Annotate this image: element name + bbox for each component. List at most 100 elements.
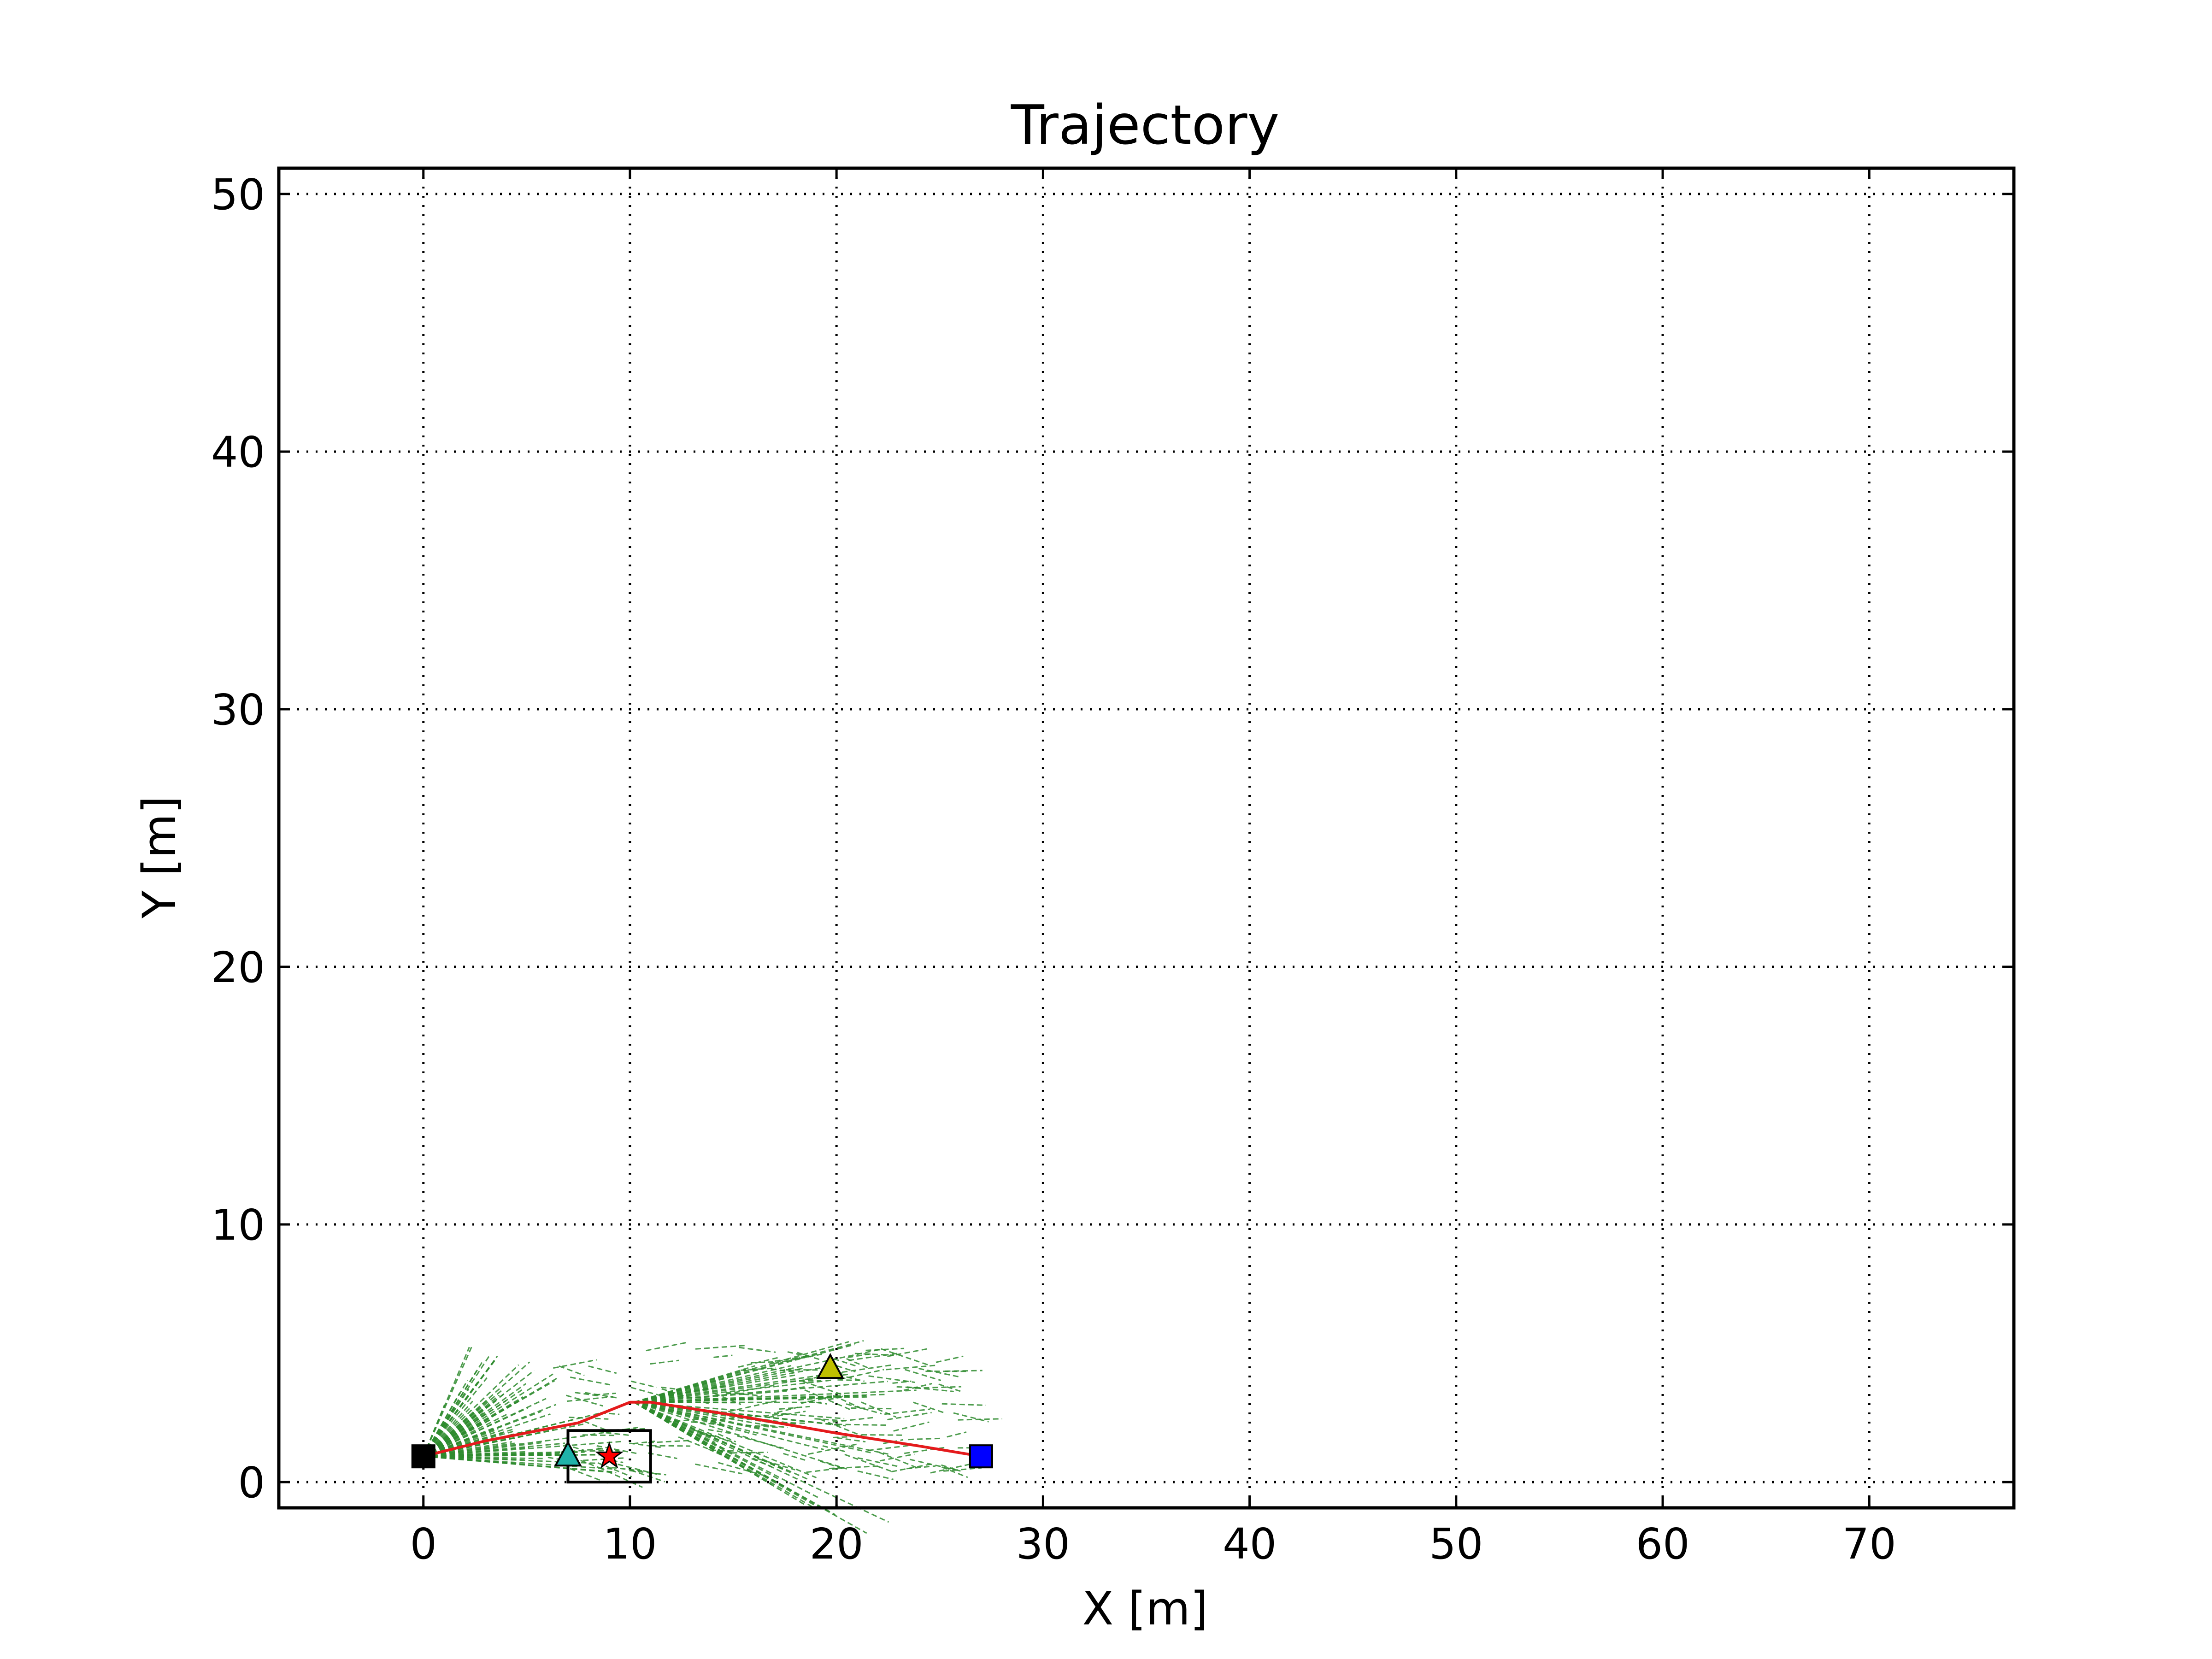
particle-segment (736, 1435, 784, 1449)
particle-ray (423, 1413, 508, 1457)
particle-ray (634, 1379, 832, 1403)
particle-segment (892, 1380, 912, 1384)
particle-ray (634, 1401, 847, 1470)
particle-segment (566, 1396, 613, 1402)
particle-ray (423, 1441, 512, 1457)
particle-segment (732, 1451, 768, 1454)
particle-segment (650, 1359, 680, 1365)
particle-segment (599, 1467, 643, 1488)
particle-ray (634, 1367, 806, 1403)
particle-segment (648, 1440, 692, 1444)
particle-ray (423, 1455, 525, 1461)
particle-segment (865, 1347, 905, 1351)
y-tick-label: 50 (211, 170, 265, 219)
particle-ray (634, 1381, 888, 1403)
particle-ray (634, 1366, 826, 1403)
y-axis-label: Y [m] (133, 796, 186, 919)
particle-ray (423, 1455, 614, 1470)
particle-ray (423, 1454, 618, 1457)
particle-ray (634, 1390, 787, 1403)
particle-segment (559, 1365, 585, 1377)
particle-segment (868, 1445, 909, 1451)
particle-ray (634, 1401, 757, 1436)
plot-frame (277, 166, 2016, 1510)
particle-segment (779, 1406, 810, 1410)
particle-segment (629, 1470, 666, 1476)
particle-segment (915, 1386, 962, 1389)
particle-segment (913, 1401, 945, 1414)
particle-segment (887, 1412, 932, 1421)
particle-segment (806, 1467, 844, 1473)
particle-ray (634, 1401, 809, 1481)
x-axis-label: X [m] (1082, 1583, 1208, 1635)
particle-segment (840, 1369, 884, 1380)
series-lines (423, 1400, 982, 1458)
y-tick-label: 0 (238, 1458, 265, 1507)
particle-ray (423, 1370, 477, 1457)
particle-segment (868, 1375, 915, 1383)
particle-segment (777, 1406, 798, 1413)
particle-segment (597, 1462, 632, 1477)
particle-segment (618, 1464, 657, 1475)
particle-ray (423, 1451, 585, 1457)
chart-title: Trajectory (1011, 93, 1280, 157)
particle-segment (947, 1431, 967, 1438)
particle-segment (893, 1421, 930, 1432)
particle-segment (783, 1453, 806, 1461)
particle-ray (423, 1364, 519, 1457)
x-tick-label: 50 (1429, 1519, 1483, 1569)
particle-segment (746, 1412, 789, 1418)
particle-segment (738, 1357, 778, 1368)
particle-segment (741, 1367, 777, 1371)
axis-ticks: 0 10 20 30 40 50 60 70 0 10 20 30 40 50 (211, 168, 2014, 1569)
particle-segment (908, 1437, 941, 1441)
particle-segment (575, 1392, 598, 1397)
particle-ray (423, 1383, 527, 1457)
particle-segment (819, 1418, 862, 1437)
x-tick-label: 10 (603, 1519, 657, 1569)
particle-segment (884, 1408, 930, 1415)
particle-segment (718, 1433, 736, 1443)
particle-ray (634, 1348, 882, 1403)
particle-segment (737, 1424, 781, 1429)
particle-segment (630, 1387, 664, 1397)
particle-segment (833, 1358, 859, 1368)
particle-segment (857, 1470, 894, 1480)
particle-ray (423, 1373, 553, 1457)
particle-segment (879, 1453, 915, 1462)
triangle-marker (816, 1353, 845, 1379)
particle-segment (708, 1429, 731, 1434)
particle-segment (547, 1457, 567, 1461)
particle-segment (905, 1369, 941, 1381)
particle-cloud (423, 1340, 1002, 1534)
square-marker (411, 1444, 435, 1469)
particle-segment (775, 1355, 807, 1362)
particle-ray (423, 1447, 529, 1457)
triangle-marker (554, 1440, 582, 1467)
particle-ray (634, 1401, 722, 1424)
particle-segment (941, 1466, 968, 1478)
particle-segment (930, 1463, 971, 1474)
particle-segment (887, 1348, 928, 1357)
particle-segment (611, 1466, 642, 1472)
x-tick-label: 20 (810, 1519, 864, 1569)
particle-segment (678, 1436, 708, 1450)
particle-segment (711, 1414, 757, 1422)
point-markers (411, 1353, 993, 1469)
square-marker (969, 1444, 993, 1469)
x-tick-label: 40 (1223, 1519, 1277, 1569)
particle-segment (854, 1353, 894, 1356)
particle-segment (629, 1442, 662, 1448)
particle-segment (661, 1386, 680, 1390)
particle-ray (634, 1401, 773, 1427)
particle-segment (646, 1341, 688, 1352)
particle-ray (423, 1441, 624, 1457)
particle-segment (666, 1418, 707, 1423)
particle-segment (814, 1418, 846, 1422)
particle-ray (423, 1400, 497, 1457)
particle-segment (606, 1432, 632, 1436)
particle-segment (904, 1447, 945, 1454)
particle-segment (906, 1386, 954, 1392)
x-tick-label: 60 (1635, 1519, 1689, 1569)
